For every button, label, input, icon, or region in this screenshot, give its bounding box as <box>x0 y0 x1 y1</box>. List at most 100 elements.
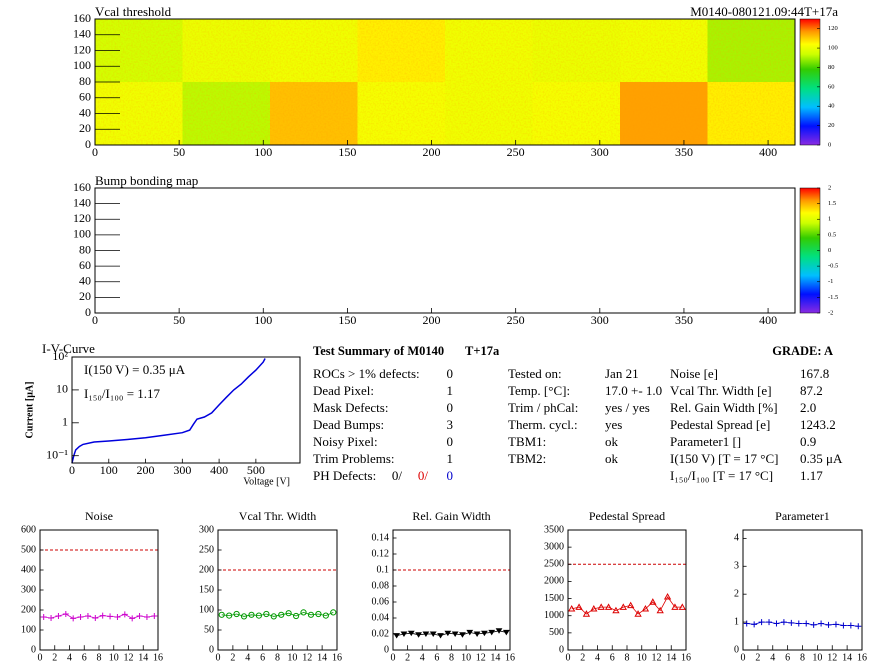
y-tick-label: 0.04 <box>372 612 390 623</box>
x-tick-label: 10 <box>109 652 119 663</box>
marker <box>407 630 415 637</box>
plot-frame <box>567 529 687 651</box>
x-tick-label: 300 <box>591 145 609 159</box>
summary-label: Parameter1 [] <box>670 434 741 449</box>
y-tick-label: 0.14 <box>372 532 390 543</box>
summary-value: yes / yes <box>605 400 650 415</box>
y-tick-label: 2500 <box>544 559 564 570</box>
summary-label: I₁₅₀/I₁₀₀ [T = 17 °C] <box>670 468 773 483</box>
y-tick-label: 500 <box>549 627 564 638</box>
chart-title: Pedestal Spread <box>589 509 665 523</box>
y-tick-label: 80 <box>79 242 91 256</box>
x-tick-label: 350 <box>675 145 693 159</box>
marker <box>634 610 642 617</box>
z-tick-label: -0.5 <box>828 263 838 270</box>
y-tick-label: 0 <box>209 644 214 655</box>
marker <box>788 619 795 626</box>
marker <box>649 598 657 605</box>
x-axis-label: Voltage [V] <box>243 476 290 487</box>
z-tick-label: 0.5 <box>828 231 836 238</box>
plot-frame <box>742 529 863 651</box>
summary-label: Dead Pixel: <box>313 383 374 398</box>
summary-label: Vcal Thr. Width [e] <box>670 383 772 398</box>
marker <box>248 611 255 618</box>
marker <box>847 622 854 629</box>
x-tick-label: 300 <box>591 313 609 327</box>
x-tick-label: 14 <box>317 652 327 663</box>
marker <box>678 603 686 610</box>
y-tick-label: 40 <box>79 274 91 288</box>
y-tick-label: 0.02 <box>372 628 390 639</box>
y-tick-label: 600 <box>21 524 36 535</box>
y-tick-label: 0.08 <box>372 580 390 591</box>
x-tick-label: 2 <box>230 652 235 663</box>
marker <box>743 620 750 627</box>
y-tick-label: 10⁻¹ <box>46 447 68 461</box>
marker <box>663 593 672 600</box>
marker <box>151 613 158 619</box>
x-tick-label: 0 <box>69 463 75 477</box>
x-tick-label: 10 <box>287 652 297 663</box>
y-tick-label: 1 <box>734 616 739 627</box>
marker <box>415 632 422 638</box>
chart-title: Bump bonding map <box>95 173 198 188</box>
summary-value: 1.17 <box>800 468 823 483</box>
y-tick-label: 60 <box>79 90 91 104</box>
x-tick-label: 8 <box>800 652 805 663</box>
plot-frame <box>94 187 796 314</box>
x-tick-label: 8 <box>625 652 630 663</box>
marker <box>612 606 620 614</box>
x-tick-label: 10 <box>461 652 471 663</box>
x-tick-label: 0 <box>391 652 396 663</box>
x-tick-label: 16 <box>153 652 163 663</box>
summary-label: Dead Bumps: <box>313 417 384 432</box>
summary-label: ROCs > 1% defects: <box>313 366 420 381</box>
y-tick-label: 4 <box>734 533 739 544</box>
summary-value: yes <box>605 417 622 432</box>
marker <box>810 621 817 628</box>
annotation: I(150 V) = 0.35 μA <box>84 362 186 377</box>
z-tick-label: -1 <box>828 278 833 285</box>
y-tick-label: 0 <box>384 644 389 655</box>
marker <box>429 631 437 637</box>
marker <box>773 620 780 627</box>
summary-value: 0 <box>447 366 454 381</box>
marker <box>92 615 99 621</box>
y-tick-label: 200 <box>199 564 214 575</box>
y-tick-label: 1 <box>62 415 68 429</box>
y-tick-label: 2 <box>734 588 739 599</box>
z-tick-label: 0 <box>828 141 831 148</box>
y-tick-label: 2000 <box>544 576 564 587</box>
x-tick-label: 0 <box>566 652 571 663</box>
marker <box>803 620 810 627</box>
x-tick-label: 50 <box>173 145 185 159</box>
x-tick-label: 14 <box>842 652 852 663</box>
summary-label: Temp. [°C]: <box>508 383 570 398</box>
summary-label: Tested on: <box>508 366 562 381</box>
y-tick-label: 0 <box>85 305 91 319</box>
x-tick-label: 350 <box>675 313 693 327</box>
y-tick-label: 3 <box>734 561 739 572</box>
marker <box>121 611 128 618</box>
data-line <box>221 611 334 617</box>
marker <box>444 630 452 637</box>
marker <box>40 614 47 620</box>
marker <box>114 614 121 620</box>
chart-title: I-V-Curve <box>42 341 95 356</box>
x-tick-label: 6 <box>434 652 439 663</box>
marker <box>315 610 322 618</box>
marker <box>641 605 650 612</box>
marker <box>136 613 143 619</box>
marker <box>226 612 233 619</box>
x-tick-label: 14 <box>138 652 148 663</box>
y-tick-label: 3500 <box>544 524 564 535</box>
x-tick-label: 6 <box>260 652 265 663</box>
marker <box>70 615 77 622</box>
y-tick-label: 300 <box>21 584 36 595</box>
marker <box>292 612 300 620</box>
summary-label: Therm. cycl.: <box>508 417 578 432</box>
y-tick-label: 140 <box>73 27 91 41</box>
y-tick-label: 40 <box>79 105 91 119</box>
marker <box>62 611 69 617</box>
